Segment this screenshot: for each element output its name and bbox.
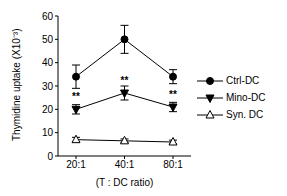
svg-text:**: ** [121, 75, 129, 86]
html-text:Syn. DC: Syn. DC [226, 109, 264, 120]
svg-text:**: ** [72, 91, 80, 102]
svg-text:40:1: 40:1 [115, 159, 135, 170]
svg-text:20: 20 [42, 104, 54, 115]
html-text:Ctrl-DC: Ctrl-DC [226, 75, 260, 86]
svg-text:50: 50 [42, 34, 54, 45]
html-text:Mino-DC: Mino-DC [226, 92, 266, 103]
svg-text:**: ** [169, 89, 177, 100]
svg-text:60: 60 [42, 11, 54, 22]
svg-text:0: 0 [47, 151, 53, 162]
svg-text:(T : DC ratio): (T : DC ratio) [96, 177, 154, 188]
svg-text:40: 40 [42, 57, 54, 68]
svg-text:Thymidine uptake (X10⁻³): Thymidine uptake (X10⁻³) [11, 29, 22, 142]
svg-text:10: 10 [42, 127, 54, 138]
svg-text:20:1: 20:1 [66, 159, 86, 170]
svg-text:80:1: 80:1 [163, 159, 183, 170]
svg-text:30: 30 [42, 81, 54, 92]
